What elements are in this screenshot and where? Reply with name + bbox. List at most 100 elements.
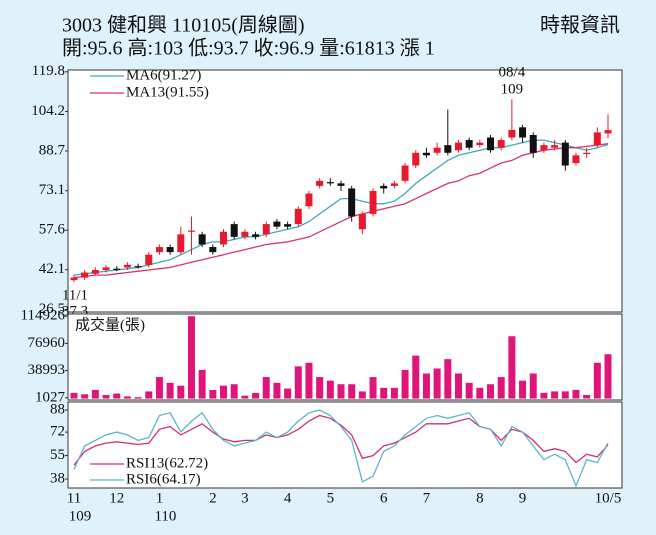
bar (91, 389, 99, 399)
x-tick-label: 12 (109, 490, 124, 506)
candle-body (177, 234, 185, 253)
candle-body (561, 142, 569, 166)
candle-body (70, 277, 78, 281)
candle-body (284, 224, 292, 227)
candle-body (262, 224, 270, 235)
legend-label: RSI13(62.72) (126, 455, 208, 471)
candle-body (412, 152, 420, 166)
candle-body (497, 140, 505, 148)
bar (358, 391, 366, 399)
candle-body (593, 132, 601, 146)
x-tick-label: 10/5 (595, 490, 622, 506)
candle-body (337, 183, 345, 186)
bar (422, 373, 430, 399)
high-value: 109 (501, 82, 524, 98)
bar (401, 369, 409, 399)
bar (454, 373, 462, 399)
candle-body (358, 213, 366, 230)
x-tick-label: 6 (380, 490, 388, 506)
bar (369, 377, 377, 399)
bar (209, 389, 217, 399)
bar (198, 369, 206, 399)
bar (497, 377, 505, 399)
legend-label: MA6(91.27) (126, 67, 201, 83)
x-year-label: 109 (69, 508, 92, 524)
y-tick-label: 38 (50, 470, 65, 486)
bar (348, 384, 356, 399)
high-date: 08/4 (499, 65, 526, 81)
bar (583, 394, 591, 399)
candle-body (220, 231, 228, 245)
x-tick-label: 2 (209, 490, 217, 506)
source: 時報資訊 (540, 14, 620, 37)
bar (540, 392, 548, 399)
bar (284, 388, 292, 399)
y-tick-label: 72 (50, 424, 65, 440)
bar (316, 377, 324, 399)
bar (155, 377, 163, 399)
y-tick-label: 73.1 (39, 182, 65, 198)
candle-body (551, 145, 559, 148)
bar (305, 362, 313, 399)
bar (519, 380, 527, 399)
panel (67, 313, 623, 401)
panel-title: 成交量(張) (75, 315, 145, 333)
y-tick-label: 57.6 (39, 222, 66, 238)
x-tick-label: 3 (241, 490, 249, 506)
candle-body (487, 137, 495, 151)
plot (73, 409, 609, 488)
candle-body (390, 183, 398, 186)
bar (145, 391, 153, 399)
plot (70, 316, 612, 399)
x-tick-label: 1 (156, 490, 164, 506)
summary: 開:95.6 高:103 低:93.7 收:96.9 量:61813 漲 1 (62, 37, 435, 60)
bar (529, 373, 537, 399)
line (73, 139, 609, 276)
candle-body (326, 182, 334, 184)
candle-body (134, 266, 142, 268)
bar (273, 382, 281, 399)
bar (390, 387, 398, 399)
candle-body (102, 267, 110, 270)
candle-body (422, 152, 430, 156)
candle-body (348, 188, 356, 217)
y-tick-label: 88.7 (39, 142, 66, 158)
candle-body (123, 264, 131, 268)
candle-body (166, 247, 174, 253)
y-tick-label: 55 (50, 447, 65, 463)
panel (67, 69, 623, 313)
candle-body (91, 269, 99, 274)
bar (433, 368, 441, 399)
bar (230, 384, 238, 399)
bar (444, 359, 452, 399)
y-tick-label: 26.5 (39, 301, 65, 317)
candle-body (113, 268, 121, 270)
bar (572, 389, 580, 399)
x-tick-label: 11 (67, 490, 81, 506)
line (73, 143, 609, 279)
title: 3003 健和興 110105(周線圖) (62, 14, 305, 37)
candle-body (572, 155, 580, 163)
bar (102, 394, 110, 399)
bar (70, 392, 78, 399)
bar (476, 387, 484, 399)
candle-body (401, 165, 409, 181)
candle-body (519, 127, 527, 138)
bar (113, 393, 121, 399)
candle-body (476, 142, 484, 146)
x-tick-label: 8 (476, 490, 484, 506)
candle-body (583, 152, 591, 154)
candle-body (454, 142, 462, 151)
bar (166, 382, 174, 399)
candle-body (380, 185, 388, 189)
bar (508, 336, 516, 399)
bar (487, 384, 495, 399)
bar (252, 392, 260, 399)
candle-body (198, 234, 206, 245)
candle-body (433, 147, 441, 153)
y-tick-label: 104.2 (31, 103, 65, 119)
y-tick-label: 119.8 (32, 63, 65, 79)
bar (262, 377, 270, 399)
bar (187, 316, 195, 399)
